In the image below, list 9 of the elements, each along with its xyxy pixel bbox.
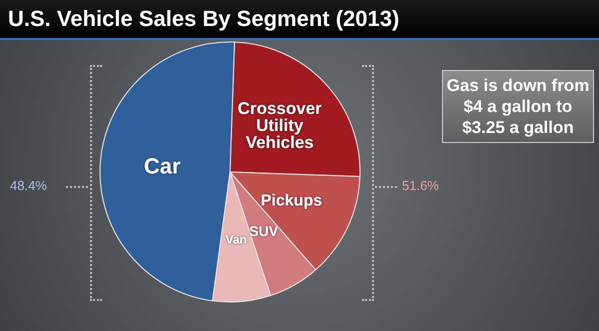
slice-label: Crossover Utility Vehicles	[238, 99, 322, 152]
text: 48.4%	[10, 178, 47, 193]
text: Gas is down from $4 a gallon to $3.25 a gallon	[442, 70, 594, 143]
slice-label: Car	[144, 154, 182, 179]
slice-label: Pickups	[260, 192, 322, 210]
slice-label: SUV	[249, 223, 279, 240]
text: 51.6%	[402, 178, 439, 193]
slice-label: Van	[225, 232, 247, 247]
chart-title: U.S. Vehicle Sales By Segment (2013)	[8, 6, 400, 32]
